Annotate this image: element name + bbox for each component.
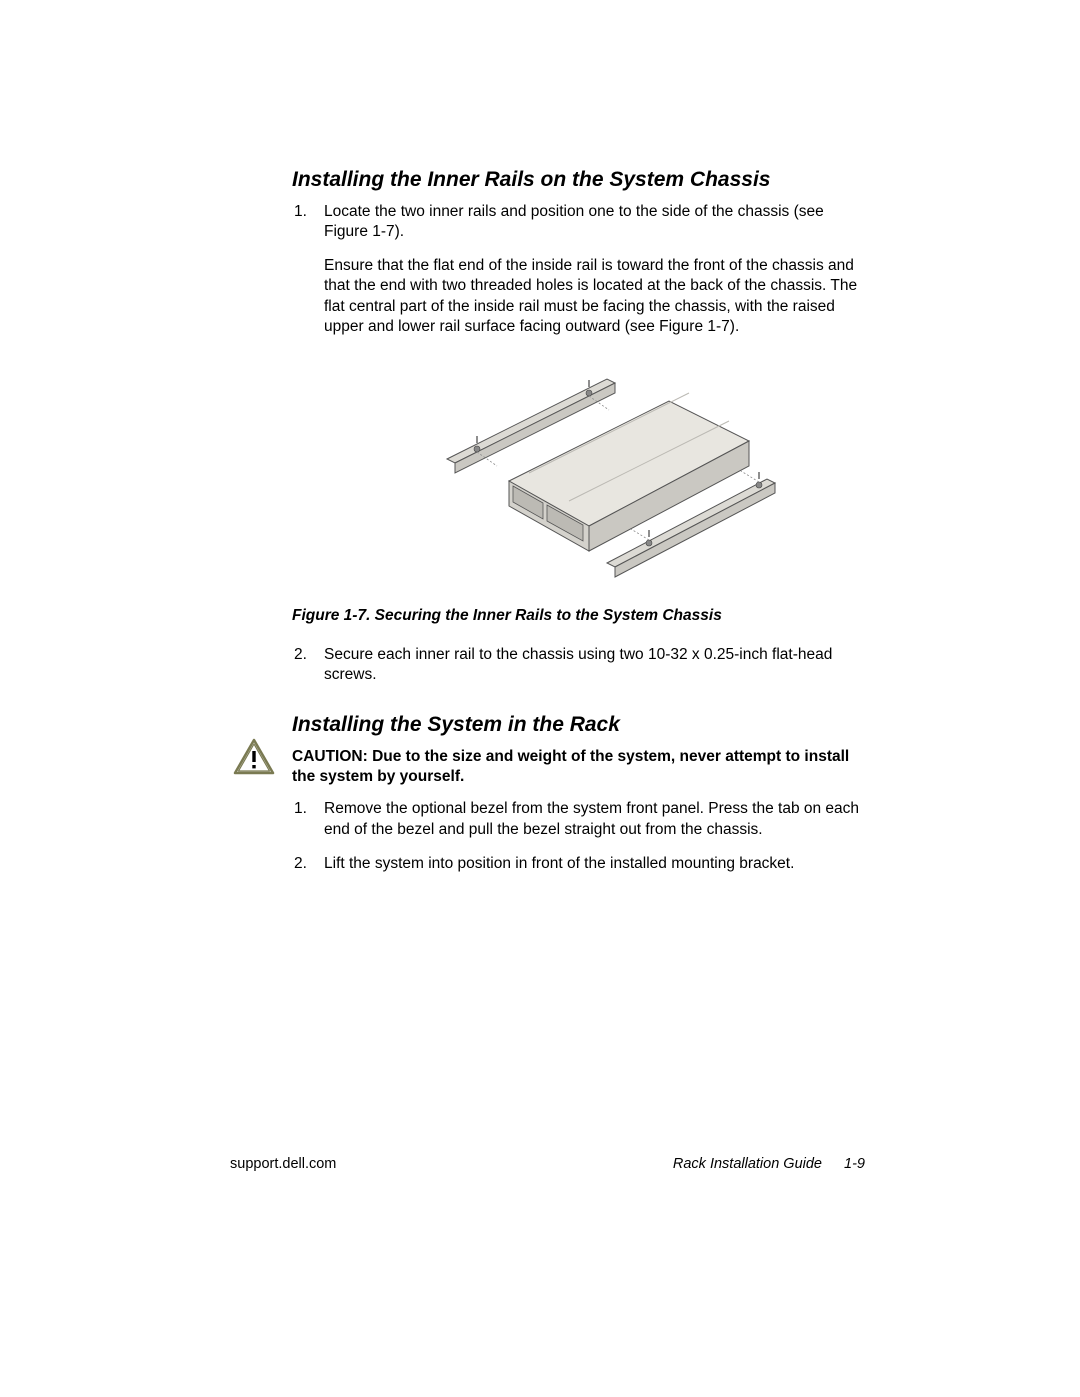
step-text: Secure each inner rail to the chassis us… <box>324 646 832 683</box>
chassis-rails-illustration <box>369 351 789 591</box>
page-footer: support.dell.com Rack Installation Guide… <box>0 1156 1080 1172</box>
step-number: 1. <box>294 202 307 222</box>
step-number: 1. <box>294 799 307 819</box>
caution-text: CAUTION: Due to the size and weight of t… <box>292 747 865 787</box>
section-heading-install-rack: Installing the System in the Rack <box>292 713 865 737</box>
step-number: 2. <box>294 645 307 665</box>
footer-right: Rack Installation Guide 1-9 <box>673 1156 865 1172</box>
figure-1-7 <box>292 351 865 591</box>
inner-rails-steps: 1. Locate the two inner rails and positi… <box>292 202 865 242</box>
footer-page-number: 1-9 <box>844 1156 865 1172</box>
install-rack-step-1: 1. Remove the optional bezel from the sy… <box>324 799 865 839</box>
manual-page: Installing the Inner Rails on the System… <box>0 0 1080 1397</box>
step-text: Locate the two inner rails and position … <box>324 203 824 240</box>
step-text: Lift the system into position in front o… <box>324 855 794 872</box>
figure-1-7-caption: Figure 1-7. Securing the Inner Rails to … <box>292 607 865 625</box>
install-rack-steps: 1. Remove the optional bezel from the sy… <box>292 799 865 873</box>
install-rack-step-2: 2. Lift the system into position in fron… <box>324 854 865 874</box>
inner-rails-step-2: 2. Secure each inner rail to the chassis… <box>324 645 865 685</box>
section-heading-inner-rails: Installing the Inner Rails on the System… <box>292 168 865 192</box>
inner-rails-steps-cont: 2. Secure each inner rail to the chassis… <box>292 645 865 685</box>
caution-icon <box>232 737 276 782</box>
inner-rails-step-1: 1. Locate the two inner rails and positi… <box>324 202 865 242</box>
inner-rails-step-1-detail: Ensure that the flat end of the inside r… <box>324 256 865 337</box>
step-text: Remove the optional bezel from the syste… <box>324 800 859 837</box>
section-install-in-rack: Installing the System in the Rack CAUTIO… <box>292 713 865 874</box>
footer-guide-title: Rack Installation Guide <box>673 1156 840 1172</box>
step-number: 2. <box>294 854 307 874</box>
footer-url: support.dell.com <box>230 1156 336 1172</box>
